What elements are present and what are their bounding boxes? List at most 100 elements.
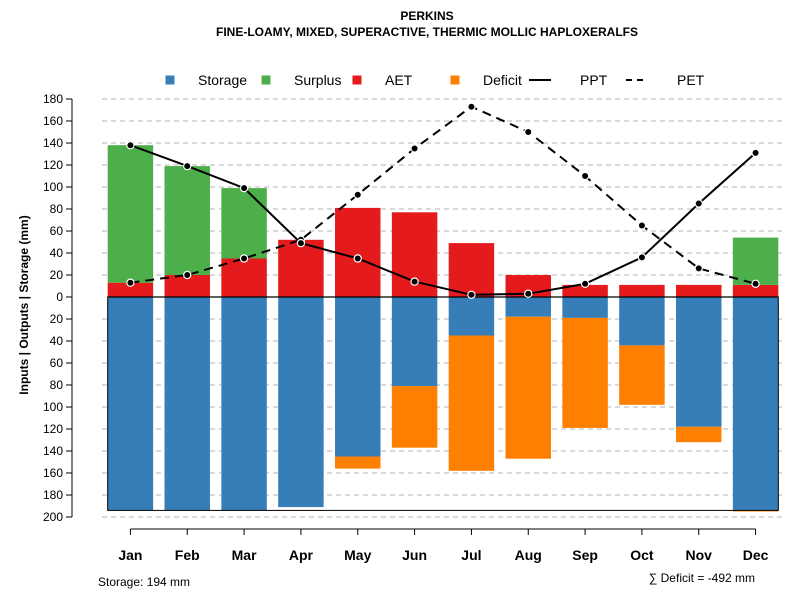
- y-tick-label: 20: [50, 268, 64, 282]
- aet-bar: [676, 284, 722, 297]
- aet-bar: [732, 284, 779, 297]
- storage-bar: [164, 297, 210, 511]
- y-tick-label: 100: [43, 400, 63, 414]
- pet-point: [126, 278, 135, 287]
- ppt-point: [580, 279, 590, 288]
- month-label: Nov: [686, 547, 713, 563]
- storage-bar: [107, 297, 154, 511]
- bars: [107, 145, 779, 512]
- month-label: Jan: [118, 547, 142, 563]
- chart-subtitle: FINE-LOAMY, MIXED, SUPERACTIVE, THERMIC …: [216, 25, 638, 39]
- y-tick-label: 180: [43, 488, 63, 502]
- ppt-point: [410, 277, 419, 286]
- ppt-point: [239, 183, 249, 193]
- storage-bar: [335, 297, 381, 457]
- deficit-bar: [676, 426, 722, 443]
- ppt-point: [751, 148, 760, 158]
- y-tick-label: 40: [50, 334, 64, 348]
- legend-swatch-surplus: [261, 75, 271, 85]
- legend-label-surplus: Surplus: [294, 72, 341, 88]
- y-tick-label: 0: [56, 290, 63, 304]
- aet-bar: [107, 282, 154, 297]
- pet-point: [751, 279, 760, 288]
- series-lines: [126, 102, 760, 299]
- deficit-bar: [335, 456, 381, 469]
- pet-point: [694, 264, 703, 273]
- legend-swatch-deficit: [450, 75, 460, 85]
- gridlines: [102, 98, 784, 518]
- aet-bar: [619, 284, 665, 297]
- chart-title: PERKINS: [400, 9, 453, 23]
- pet-point: [239, 254, 249, 263]
- month-label: Dec: [743, 547, 769, 563]
- storage-bar: [278, 297, 324, 508]
- deficit-bar: [448, 335, 495, 471]
- month-label: Jul: [461, 547, 481, 563]
- aet-bar: [448, 243, 495, 297]
- aet-bar: [335, 207, 381, 297]
- month-label: Oct: [630, 547, 654, 563]
- legend-swatch-storage: [165, 75, 175, 85]
- ppt-point: [353, 254, 362, 263]
- storage-bar: [732, 297, 779, 511]
- pet-point: [524, 127, 533, 137]
- month-label: Aug: [515, 547, 542, 563]
- deficit-bar: [562, 317, 608, 428]
- pet-point: [183, 270, 192, 280]
- deficit-bar: [619, 345, 665, 405]
- pet-line: [130, 105, 756, 285]
- y-tick-label: 140: [43, 136, 63, 150]
- pet-point: [353, 190, 362, 199]
- storage-bar: [619, 297, 665, 346]
- storage-bar: [448, 297, 495, 336]
- legend-label-ppt: PPT: [580, 72, 608, 88]
- deficit-bar: [391, 386, 438, 448]
- month-label: Jun: [402, 547, 427, 563]
- y-tick-label: 160: [43, 114, 63, 128]
- surplus-bar: [164, 166, 210, 275]
- month-label: Mar: [232, 547, 257, 563]
- legend-label-aet: AET: [385, 72, 413, 88]
- surplus-bar: [221, 188, 267, 259]
- deficit-bar: [732, 510, 779, 512]
- ppt-point: [467, 290, 476, 299]
- ppt-line: [130, 144, 757, 296]
- pet-point: [410, 144, 419, 153]
- y-tick-label: 60: [50, 356, 64, 370]
- legend: Storage Surplus AET Deficit PPT PET: [165, 72, 705, 88]
- surplus-bar: [107, 145, 154, 283]
- plot-frame: [107, 296, 779, 511]
- y-tick-label: 120: [43, 422, 63, 436]
- surplus-bar: [732, 237, 779, 285]
- ppt-point: [637, 253, 647, 262]
- deficit-annotation: ∑ Deficit = -492 mm: [649, 571, 755, 585]
- aet-bar: [164, 275, 210, 297]
- month-label: Sep: [572, 547, 598, 563]
- y-tick-label: 100: [43, 180, 63, 194]
- pet-point: [580, 171, 590, 181]
- y-tick-label: 40: [50, 246, 64, 260]
- aet-bar: [562, 284, 608, 297]
- aet-bar: [221, 258, 267, 297]
- legend-label-deficit: Deficit: [483, 72, 522, 88]
- axes: 1801601401201008060402002040608010012014…: [43, 92, 769, 563]
- y-tick-label: 80: [50, 202, 64, 216]
- pet-point: [467, 102, 476, 111]
- ppt-point: [694, 199, 703, 208]
- ppt-point: [524, 289, 533, 298]
- ppt-point: [183, 161, 192, 171]
- y-tick-label: 120: [43, 158, 63, 172]
- storage-bar: [505, 297, 551, 317]
- storage-annotation: Storage: 194 mm: [98, 575, 190, 589]
- ppt-point: [126, 140, 135, 150]
- legend-label-pet: PET: [677, 72, 705, 88]
- month-label: Apr: [289, 547, 314, 563]
- y-tick-label: 80: [50, 378, 64, 392]
- pet-point: [637, 221, 647, 230]
- y-tick-label: 60: [50, 224, 64, 238]
- y-tick-label: 160: [43, 466, 63, 480]
- deficit-bar: [505, 316, 551, 459]
- storage-bar: [562, 297, 608, 318]
- y-tick-label: 200: [43, 510, 63, 524]
